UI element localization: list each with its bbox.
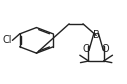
Text: O: O: [83, 44, 91, 54]
Text: Cl: Cl: [3, 35, 12, 45]
Text: B: B: [93, 30, 100, 40]
Text: O: O: [102, 44, 109, 54]
